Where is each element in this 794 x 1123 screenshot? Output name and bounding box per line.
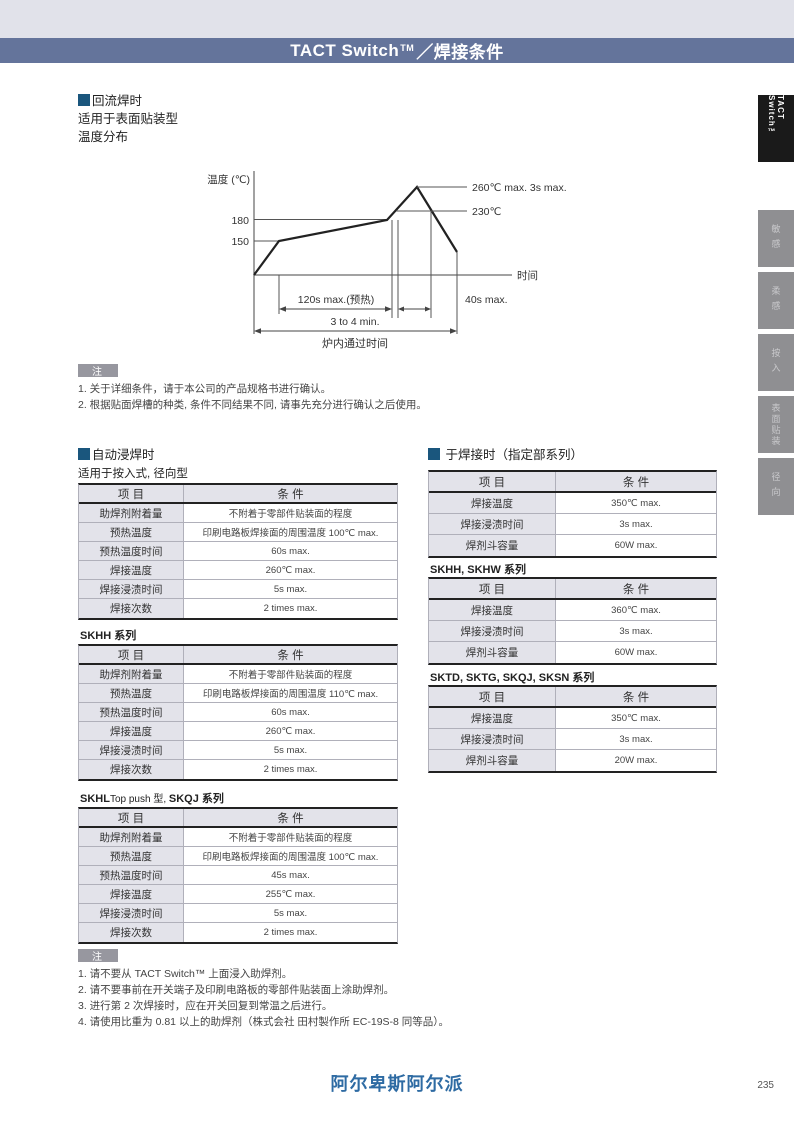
table-row: 焊接浸渍时间 3s max. <box>429 729 716 750</box>
table-header-row: 项 目条 件 <box>429 472 716 493</box>
table-row: 焊接温度 255℃ max. <box>79 885 397 904</box>
table-row: 焊接次数 2 times max. <box>79 923 397 942</box>
dim-peak-label: 40s max. <box>465 294 508 306</box>
dip-title: 自动浸焊时 <box>92 448 155 462</box>
dip-subtitle: 适用于按入式, 径向型 <box>78 468 188 480</box>
level-230-label: 230℃ <box>472 206 501 218</box>
reflow-title: 回流焊时 <box>92 94 143 108</box>
table-row: 预热温度时间 60s max. <box>79 703 397 722</box>
dip-table-general: 项 目 条 件 助焊剂附着量 不附着于零部件贴装面的程度 预热温度 印刷电路板焊接面的… <box>78 483 398 620</box>
note1-lines: 1. 关于详细条件，请于本公司的产品规格书进行确认。 2. 根据贴面焊槽的种类,… <box>78 381 427 413</box>
iron-table-sktd-sktg: 项 目条 件 焊接温度 350℃ max. 焊接浸渍时间 3s max. 焊剂斗容量… <box>428 685 717 773</box>
table-row: 焊接浸渍时间 5s max. <box>79 580 397 599</box>
series-label-skhh-skhw: SKHH, SKHW 系列 <box>430 564 526 576</box>
table-row: 焊接温度 260℃ max. <box>79 561 397 580</box>
table-row: 预热温度 印刷电路板焊接面的周围温度 110℃ max. <box>79 684 397 703</box>
page-title-brand: TACT Switch <box>290 40 400 60</box>
arrow-icon <box>385 306 392 312</box>
table-row: 焊剂斗容量 60W max. <box>429 642 716 663</box>
top-band <box>0 0 794 38</box>
ytick-150: 150 <box>231 236 249 248</box>
table-row: 焊剂斗容量 20W max. <box>429 750 716 771</box>
table-row: 焊剂斗容量 60W max. <box>429 535 716 556</box>
table-row: 焊接浸渍时间 5s max. <box>79 741 397 760</box>
dip-section-heading: 自动浸焊时 <box>78 446 155 464</box>
table-row: 助焊剂附着量 不附着于零部件贴装面的程度 <box>79 665 397 684</box>
series-label-skhh: SKHH 系列 <box>80 630 137 642</box>
reflow-section-heading: 回流焊时 适用于表面贴装型 温度分布 <box>78 92 178 146</box>
side-tab-smd[interactable]: 表面贴装 <box>758 396 794 453</box>
reflow-subtitle2: 温度分布 <box>78 130 129 144</box>
table-row: 焊接温度 360℃ max. <box>429 600 716 621</box>
table-row: 预热温度时间 45s max. <box>79 866 397 885</box>
series-label-sktd-sktg: SKTD, SKTG, SKQJ, SKSN 系列 <box>430 672 595 684</box>
reflow-subtitle: 适用于表面贴装型 <box>78 112 179 126</box>
dim-total-caption: 炉内通过时间 <box>322 336 388 350</box>
table-row: 预热温度 印刷电路板焊接面的周围温度 100℃ max. <box>79 523 397 542</box>
note-badge: 注 <box>78 364 118 378</box>
series-label-skhl-skqj: SKHLTop push 型, SKQJ 系列 <box>80 793 224 805</box>
arrow-icon <box>279 306 286 312</box>
table-row: 焊接温度 350℃ max. <box>429 493 716 514</box>
arrow-icon <box>425 306 431 312</box>
table-row: 焊接浸渍时间 3s max. <box>429 514 716 535</box>
trademark-superscript: TM <box>400 42 415 53</box>
dim-total-label: 3 to 4 min. <box>330 316 379 328</box>
col-cond-header: 条 件 <box>277 488 304 501</box>
iron-table-skhh-skhw: 项 目条 件 焊接温度 360℃ max. 焊接浸渍时间 3s max. 焊剂斗容量… <box>428 577 717 665</box>
note1-line1: 1. 关于详细条件，请于本公司的产品规格书进行确认。 <box>78 383 332 395</box>
side-tab-tact-switch[interactable]: TACT Switch™ <box>758 95 794 162</box>
peak-label: 260℃ max. 3s max. <box>472 182 567 194</box>
note2-line4: 4. 请使用比重为 0.81 以上的助焊剂（株式会社 田村製作所 EC-19S-… <box>78 1016 450 1028</box>
side-tab-sensitive[interactable]: 敏感 <box>758 210 794 267</box>
table-header-row: 项 目条 件 <box>429 687 716 708</box>
dip-table-skhl-skqj: 项 目条 件 助焊剂附着量 不附着于零部件贴装面的程度 预热温度 印刷电路板焊接面的… <box>78 807 398 944</box>
iron-table-general: 项 目条 件 焊接温度 350℃ max. 焊接浸渍时间 3s max. 焊剂斗容量… <box>428 470 717 558</box>
note2-line1: 1. 请不要从 TACT Switch™ 上面浸入助焊剂。 <box>78 968 293 980</box>
table-row: 焊接浸渍时间 5s max. <box>79 904 397 923</box>
table-row: 预热温度时间 60s max. <box>79 542 397 561</box>
side-tab-push-in[interactable]: 按入 <box>758 334 794 391</box>
arrow-icon <box>450 328 457 334</box>
table-header-row: 项 目条 件 <box>429 579 716 600</box>
temperature-profile-line <box>253 185 458 276</box>
col-item-header: 项 目 <box>79 485 184 502</box>
ytick-180: 180 <box>231 215 249 227</box>
x-axis-label: 时间 <box>517 269 538 282</box>
section-square-icon <box>78 448 90 460</box>
table-header-row: 项 目条 件 <box>79 485 397 504</box>
table-header-row: 项 目条 件 <box>79 809 397 828</box>
dim-preheat-label: 120s max.(预热) <box>298 293 374 306</box>
dip-table-skhh: 项 目条 件 助焊剂附着量 不附着于零部件贴装面的程度 预热温度 印刷电路板焊接面的… <box>78 644 398 781</box>
note1-line2: 2. 根据贴面焊槽的种类, 条件不同结果不同, 请事先充分进行确认之后使用。 <box>78 399 427 411</box>
temperature-profile-chart: 温度 (℃) 时间 180 150 260℃ max. 3s max. 230℃ <box>195 166 567 361</box>
y-axis-label: 温度 (℃) <box>207 173 250 186</box>
arrow-icon <box>254 328 261 334</box>
section-square-icon <box>428 448 440 460</box>
table-row: 助焊剂附着量 不附着于零部件贴装面的程度 <box>79 504 397 523</box>
table-row: 预热温度 印刷电路板焊接面的周围温度 100℃ max. <box>79 847 397 866</box>
table-row: 焊接次数 2 times max. <box>79 599 397 618</box>
table-row: 焊接次数 2 times max. <box>79 760 397 779</box>
page-title: TACT Switch TM ／焊接条件 <box>0 38 794 63</box>
side-tab-radial[interactable]: 径向 <box>758 458 794 515</box>
note-badge: 注 <box>78 949 118 963</box>
iron-section-heading: 于焊接时（指定部系列） <box>428 446 583 464</box>
side-tab-soft[interactable]: 柔感 <box>758 272 794 329</box>
note2-lines: 1. 请不要从 TACT Switch™ 上面浸入助焊剂。 2. 请不要事前在开… <box>78 966 449 1030</box>
table-row: 助焊剂附着量 不附着于零部件贴装面的程度 <box>79 828 397 847</box>
table-header-row: 项 目条 件 <box>79 646 397 665</box>
page-number: 235 <box>757 1080 774 1091</box>
table-row: 焊接温度 260℃ max. <box>79 722 397 741</box>
table-row: 焊接浸渍时间 3s max. <box>429 621 716 642</box>
arrow-icon <box>398 306 404 312</box>
page-title-rest: ／焊接条件 <box>416 43 504 62</box>
iron-title: 于焊接时（指定部系列） <box>445 448 583 462</box>
alps-alpine-logo: 阿尔卑斯阿尔派 <box>330 1074 464 1094</box>
section-square-icon <box>78 94 90 106</box>
note2-line2: 2. 请不要事前在开关端子及印刷电路板的零部件贴装面上涂助焊剂。 <box>78 984 395 996</box>
note2-line3: 3. 进行第 2 次焊接时，应在开关回复到常温之后进行。 <box>78 1000 333 1012</box>
table-row: 焊接温度 350℃ max. <box>429 708 716 729</box>
